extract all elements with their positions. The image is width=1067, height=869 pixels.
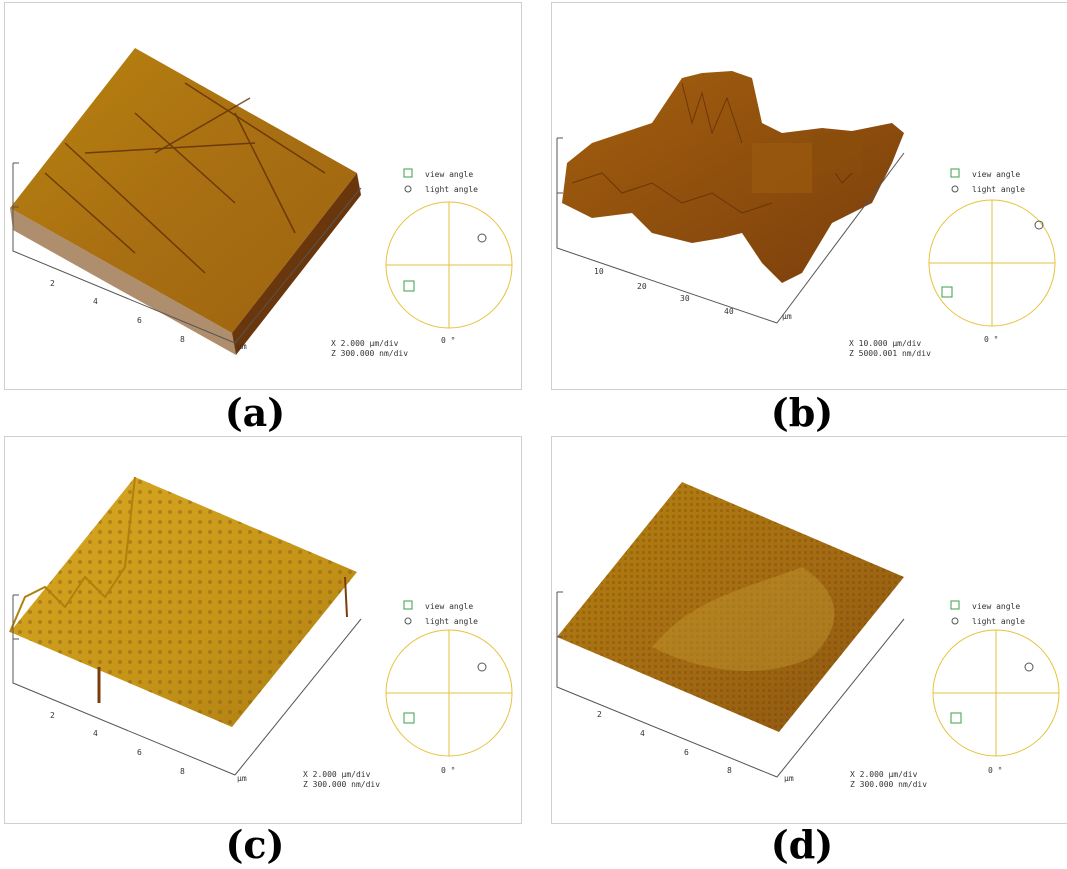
view-angle-marker-icon <box>403 280 415 292</box>
tick-label: 6 <box>137 748 142 757</box>
tick-label: 30 <box>680 294 690 303</box>
tick-label: 4 <box>93 729 98 738</box>
view-angle-icon <box>950 168 960 178</box>
dial-zero-label: 0 ° <box>984 335 998 344</box>
light-angle-label: light angle <box>972 185 1025 194</box>
unit-label: µm <box>782 312 792 321</box>
legend-a: view angle light angle <box>403 168 478 194</box>
unit-label: µm <box>784 774 794 783</box>
view-angle-icon <box>403 168 413 178</box>
light-angle-label: light angle <box>425 185 478 194</box>
dial-zero-label: 0 ° <box>441 336 455 345</box>
afm-figure-b: 10 20 30 40 µm view angle light angle 0 … <box>556 71 1056 358</box>
view-angle-label: view angle <box>425 170 473 179</box>
panel-label-c: (c) <box>225 822 285 867</box>
tick-label: 40 <box>724 307 734 316</box>
scratch-lines-a <box>44 82 326 274</box>
x-ticks-b: 10 20 30 40 µm <box>594 267 792 321</box>
light-angle-marker-icon <box>1034 220 1044 230</box>
afm-panel-a: 2 4 6 8 µm view angle light angle 0 ° X … <box>4 2 522 390</box>
angle-dial-d <box>932 629 1060 757</box>
light-angle-label: light angle <box>425 617 478 626</box>
tick-label: 4 <box>640 729 645 738</box>
unit-label: µm <box>237 774 247 783</box>
axes-b <box>556 137 905 324</box>
view-angle-label: view angle <box>972 170 1020 179</box>
scale-z-label: Z 300.000 nm/div <box>331 349 408 358</box>
scale-x-label: X 10.000 µm/div <box>849 339 921 348</box>
afm-panel-c: 2 4 6 8 µm view angle light angle 0 ° X … <box>4 436 522 824</box>
view-angle-marker-icon <box>941 286 953 298</box>
x-ticks-a: 2 4 6 8 µm <box>50 279 247 351</box>
tick-label: 6 <box>137 316 142 325</box>
tick-label: 8 <box>180 767 185 776</box>
light-angle-label: light angle <box>972 617 1025 626</box>
scale-x-label: X 2.000 µm/div <box>331 339 399 348</box>
afm-figure-c: 2 4 6 8 µm view angle light angle 0 ° X … <box>9 476 513 789</box>
unit-label: µm <box>237 342 247 351</box>
angle-dial-c <box>385 629 513 757</box>
scale-z-label: Z 5000.001 nm/div <box>849 349 931 358</box>
light-angle-icon <box>951 185 959 193</box>
light-angle-marker-icon <box>477 662 487 672</box>
tick-label: 2 <box>597 710 602 719</box>
scale-x-label: X 2.000 µm/div <box>303 770 371 779</box>
view-angle-marker-icon <box>403 712 415 724</box>
view-angle-marker-icon <box>950 712 962 724</box>
tick-label: 4 <box>93 297 98 306</box>
light-angle-marker-icon <box>477 233 487 243</box>
dial-zero-label: 0 ° <box>441 766 455 775</box>
tick-label: 8 <box>727 766 732 775</box>
tick-label: 20 <box>637 282 647 291</box>
tick-label: 2 <box>50 279 55 288</box>
x-ticks-c: 2 4 6 8 µm <box>50 711 247 783</box>
panel-label-a: (a) <box>224 390 286 435</box>
legend-b: view angle light angle <box>950 168 1025 194</box>
scale-z-label: Z 300.000 nm/div <box>303 780 380 789</box>
terrain-detail-b <box>571 82 863 214</box>
light-angle-marker-icon <box>1024 662 1034 672</box>
x-ticks-d: 2 4 6 8 µm <box>597 710 794 783</box>
tick-label: 2 <box>50 711 55 720</box>
afm-figure-a: 2 4 6 8 µm view angle light angle 0 ° X … <box>10 48 513 358</box>
axes-c <box>12 594 362 776</box>
light-angle-icon <box>404 185 412 193</box>
tick-label: 6 <box>684 748 689 757</box>
view-angle-label: view angle <box>425 602 473 611</box>
legend-c: view angle light angle <box>403 600 478 626</box>
dial-zero-label: 0 ° <box>988 766 1002 775</box>
tick-label: 8 <box>180 335 185 344</box>
panel-label-b: (b) <box>770 390 834 435</box>
light-angle-icon <box>404 617 412 625</box>
afm-panel-b: 10 20 30 40 µm view angle light angle 0 … <box>551 2 1067 390</box>
afm-figure-d: 2 4 6 8 µm view angle light angle 0 ° X … <box>556 482 1060 789</box>
legend-d: view angle light angle <box>950 600 1025 626</box>
surface-a <box>10 48 357 333</box>
angle-dial-a <box>385 201 513 329</box>
scale-z-label: Z 300.000 nm/div <box>850 780 927 789</box>
angle-dial-b <box>928 199 1056 327</box>
axes-a <box>12 162 362 344</box>
tick-label: 10 <box>594 267 604 276</box>
afm-panel-d: 2 4 6 8 µm view angle light angle 0 ° X … <box>551 436 1067 824</box>
axes-d <box>556 591 905 778</box>
scale-x-label: X 2.000 µm/div <box>850 770 918 779</box>
view-angle-icon <box>403 600 413 610</box>
view-angle-icon <box>950 600 960 610</box>
surface-b <box>562 71 904 283</box>
light-angle-icon <box>951 617 959 625</box>
panel-label-d: (d) <box>770 822 834 867</box>
view-angle-label: view angle <box>972 602 1020 611</box>
